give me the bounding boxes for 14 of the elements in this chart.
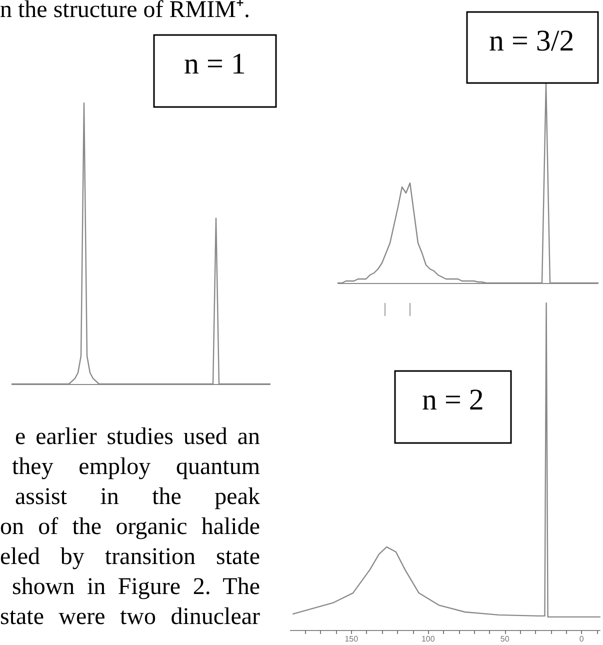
- text: state were two dinuclear: [0, 603, 260, 632]
- x-tick-label: 50: [500, 634, 510, 644]
- text: shown in Figure 2. The: [12, 573, 260, 602]
- text: e earlier studies used an: [15, 423, 260, 452]
- text: assist in the peak: [15, 483, 260, 512]
- chart-title: n = 3/2: [489, 24, 574, 58]
- x-tick-label: 0: [579, 634, 584, 644]
- text: n = 2: [422, 384, 484, 416]
- x-tick-label: 150: [344, 634, 359, 644]
- text: eled by transition state: [0, 543, 260, 572]
- x-tick-label: 100: [421, 634, 436, 644]
- chart-title: n = 1: [184, 48, 246, 80]
- text: they employ quantum: [12, 453, 260, 482]
- text: on of the organic halide: [0, 513, 260, 542]
